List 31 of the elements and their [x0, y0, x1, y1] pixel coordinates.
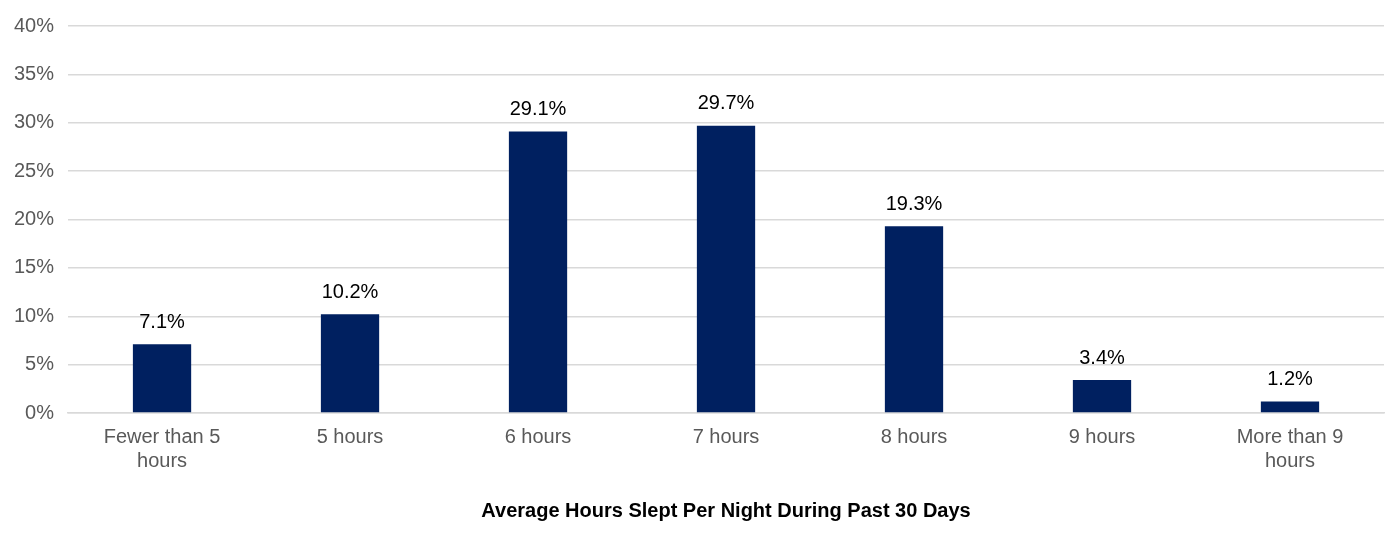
- bar: [508, 131, 568, 413]
- y-tick-label: 40%: [14, 13, 55, 36]
- y-tick-label: 0%: [25, 400, 55, 423]
- bar: [320, 314, 380, 413]
- data-label: 10.2%: [321, 279, 379, 302]
- x-tick-label: More than 9 hours: [1236, 424, 1344, 471]
- bar: [884, 226, 944, 413]
- data-label: 1.2%: [1267, 366, 1314, 389]
- data-label: 3.4%: [1079, 345, 1126, 368]
- data-label: 19.3%: [885, 191, 943, 214]
- x-axis-title: Average Hours Slept Per Night During Past 30 Days: [481, 498, 971, 521]
- x-tick-label: 5 hours: [316, 424, 384, 447]
- x-tick-label: 9 hours: [1068, 424, 1136, 447]
- y-tick-label: 20%: [14, 207, 55, 230]
- data-label: 29.7%: [697, 91, 755, 114]
- y-tick-label: 15%: [14, 255, 55, 278]
- bar: [696, 125, 756, 413]
- x-tick-label: 8 hours: [880, 424, 948, 447]
- bar: [132, 344, 192, 413]
- y-tick-label: 30%: [14, 110, 55, 133]
- data-label: 29.1%: [509, 96, 567, 119]
- y-tick-label: 10%: [14, 303, 55, 326]
- y-tick-label: 25%: [14, 158, 55, 181]
- x-tick-label: Fewer than 5 hours: [103, 424, 221, 471]
- data-label: 7.1%: [139, 309, 186, 332]
- x-tick-label: 7 hours: [692, 424, 760, 447]
- y-tick-label: 35%: [14, 61, 55, 84]
- bar: [1072, 380, 1132, 413]
- y-tick-label: 5%: [25, 352, 55, 375]
- x-tick-label: 6 hours: [504, 424, 572, 447]
- bar: [1260, 401, 1320, 413]
